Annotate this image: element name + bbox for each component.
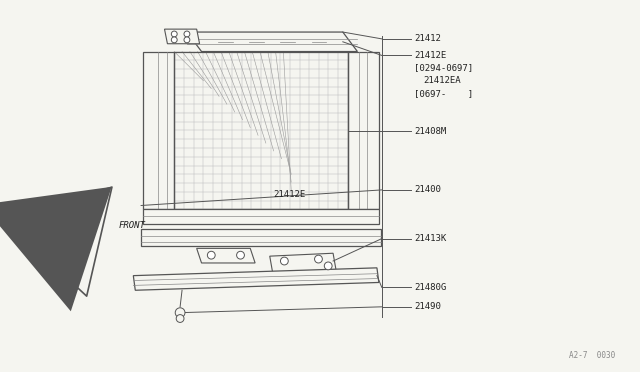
Circle shape xyxy=(172,37,177,43)
Circle shape xyxy=(176,315,184,323)
Text: 21412EA: 21412EA xyxy=(424,76,461,85)
Polygon shape xyxy=(133,268,379,290)
Circle shape xyxy=(280,257,288,265)
Text: 21480G: 21480G xyxy=(414,283,446,292)
Polygon shape xyxy=(141,229,381,246)
Text: 21400: 21400 xyxy=(414,185,441,195)
Circle shape xyxy=(324,262,332,270)
Text: 21412E: 21412E xyxy=(414,51,446,60)
Text: 21413K: 21413K xyxy=(414,234,446,243)
Text: [0294-0697]: [0294-0697] xyxy=(414,64,473,73)
Text: [0697-    ]: [0697- ] xyxy=(414,89,473,98)
Circle shape xyxy=(207,251,215,259)
Text: 21412E: 21412E xyxy=(273,190,305,199)
Text: 21408M: 21408M xyxy=(414,127,446,136)
Polygon shape xyxy=(269,253,336,273)
Polygon shape xyxy=(143,52,174,209)
Polygon shape xyxy=(143,209,379,224)
Text: FRONT: FRONT xyxy=(118,221,145,230)
Circle shape xyxy=(172,31,177,37)
Circle shape xyxy=(237,251,244,259)
Text: 21490: 21490 xyxy=(414,302,441,311)
Circle shape xyxy=(175,308,185,318)
Polygon shape xyxy=(164,29,200,44)
Polygon shape xyxy=(187,32,357,52)
Text: A2-7  0030: A2-7 0030 xyxy=(570,352,616,360)
Polygon shape xyxy=(348,52,379,209)
Circle shape xyxy=(314,255,323,263)
Circle shape xyxy=(184,37,190,43)
Polygon shape xyxy=(196,248,255,263)
Text: 21412: 21412 xyxy=(414,34,441,44)
Circle shape xyxy=(184,31,190,37)
